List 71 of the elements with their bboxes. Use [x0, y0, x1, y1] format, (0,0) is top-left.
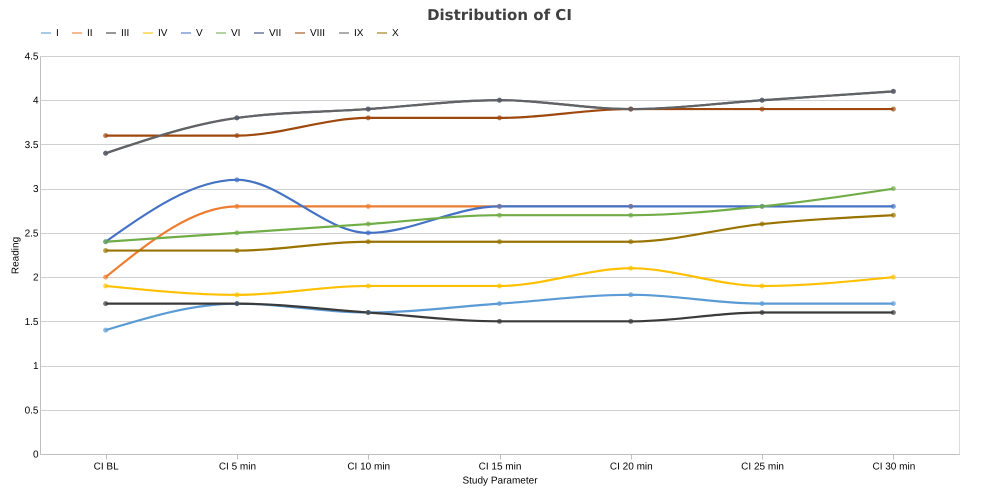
- point: [760, 310, 765, 315]
- point: [366, 204, 371, 209]
- legend-label: III: [121, 28, 130, 39]
- point: [103, 283, 108, 288]
- y-tick-label: 0.5: [24, 405, 39, 416]
- point: [497, 239, 502, 244]
- point: [234, 292, 240, 298]
- point: [234, 204, 240, 209]
- point: [760, 301, 765, 306]
- point: [366, 115, 371, 120]
- point: [497, 212, 502, 218]
- y-tick-label: 3.5: [24, 140, 39, 151]
- point: [234, 177, 240, 182]
- point: [497, 283, 502, 288]
- y-tick-label: 1.5: [24, 316, 39, 328]
- point: [234, 133, 240, 138]
- point: [628, 318, 634, 324]
- x-tick-label: CI 25 min: [741, 462, 784, 472]
- point: [103, 133, 108, 138]
- x-tick-label: CI BL: [94, 462, 120, 472]
- point: [760, 222, 765, 227]
- x-tick-label: CI 10 min: [347, 462, 390, 472]
- point: [366, 239, 371, 244]
- y-tick-label: 1: [32, 361, 39, 372]
- legend-label: VI: [231, 28, 240, 39]
- point: [890, 204, 896, 209]
- point: [760, 283, 765, 288]
- point: [628, 239, 634, 244]
- y-tick-label: 0: [32, 450, 39, 460]
- point: [366, 230, 371, 236]
- point: [103, 328, 108, 333]
- point: [890, 186, 896, 192]
- point: [628, 212, 634, 218]
- x-tick-label: CI 15 min: [478, 462, 522, 472]
- point: [628, 292, 634, 298]
- point: [234, 230, 240, 236]
- legend-label: IV: [158, 28, 168, 39]
- legend-label: I: [56, 28, 59, 39]
- x-tick-label: CI 30 min: [872, 462, 916, 472]
- legend-label: II: [87, 28, 93, 39]
- point: [497, 115, 502, 120]
- y-tick-label: 3: [32, 184, 39, 196]
- legend-label: IX: [354, 28, 364, 39]
- x-tick-label: CI 20 min: [610, 462, 653, 472]
- x-tick-label: CI 5 min: [218, 462, 256, 472]
- point: [497, 318, 502, 324]
- legend-label: X: [392, 28, 399, 39]
- point: [234, 248, 240, 254]
- point: [890, 310, 896, 315]
- y-tick-label: 4: [32, 96, 39, 107]
- point: [890, 212, 896, 218]
- point: [890, 274, 896, 280]
- legend-label: V: [196, 28, 203, 39]
- point: [366, 222, 371, 227]
- point: [103, 274, 108, 280]
- y-tick-label: 4.5: [24, 52, 39, 62]
- point: [628, 266, 634, 271]
- legend-label: VII: [269, 28, 282, 39]
- y-tick-label: 2: [32, 272, 39, 284]
- point: [103, 248, 108, 254]
- point: [890, 106, 896, 112]
- point: [366, 283, 371, 288]
- y-axis-title: Reading: [10, 236, 22, 274]
- legend-label: VIII: [310, 28, 326, 39]
- chart-title: Distribution of CI: [427, 6, 572, 24]
- point: [497, 301, 502, 306]
- point: [890, 301, 896, 306]
- point: [760, 106, 765, 112]
- x-axis-title: Study Parameter: [462, 476, 538, 486]
- y-tick-label: 2.5: [24, 228, 39, 240]
- point: [103, 301, 108, 306]
